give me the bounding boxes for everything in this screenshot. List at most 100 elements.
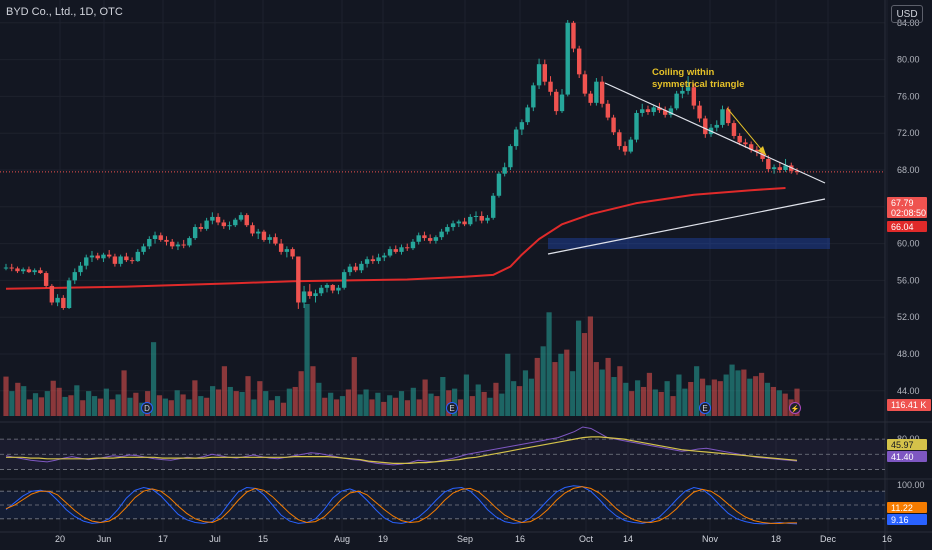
volume-bar	[741, 369, 747, 416]
candle-body	[38, 270, 43, 274]
price-badge: 67.79	[891, 198, 914, 208]
upper-trendline	[604, 82, 826, 184]
candle-body	[284, 249, 290, 252]
currency-button[interactable]: USD	[891, 5, 923, 23]
y-tick-label: 76.00	[897, 91, 920, 101]
volume-bar	[658, 391, 664, 416]
candle-body	[301, 291, 307, 303]
candle-body	[26, 269, 32, 273]
volume-bar	[481, 391, 487, 416]
candle-body	[405, 247, 410, 249]
volume-bar	[469, 396, 475, 416]
candle-body	[731, 123, 737, 136]
candle-body	[748, 144, 754, 150]
volume-bar	[705, 385, 712, 416]
candle-body	[336, 287, 341, 291]
candle-body	[152, 235, 158, 239]
candle-body	[433, 237, 439, 241]
candle-body	[238, 215, 244, 220]
candle-body	[278, 243, 284, 252]
volume-bar	[310, 366, 316, 416]
volume-bar	[440, 377, 446, 416]
volume-bar	[387, 395, 393, 416]
volume-bar	[652, 389, 658, 416]
volume-bar	[711, 379, 717, 416]
candle-body	[227, 225, 232, 227]
volume-bar	[522, 370, 529, 416]
candle-body	[536, 64, 542, 86]
volume-bar	[640, 386, 647, 416]
candle-body	[450, 223, 456, 228]
volume-bar	[97, 398, 104, 416]
candle-body	[244, 215, 249, 226]
volume-bar	[593, 362, 599, 416]
volume-bar	[68, 395, 74, 416]
candle-body	[513, 129, 519, 147]
candle-body	[273, 237, 278, 244]
candle-body	[164, 239, 169, 242]
candle-body	[771, 167, 777, 170]
candle-body	[565, 22, 570, 95]
volume-bar	[239, 391, 245, 416]
volume-bar	[753, 376, 759, 416]
candle-body	[645, 109, 651, 113]
candle-body	[313, 293, 318, 297]
candle-body	[685, 87, 691, 91]
volume-bar	[369, 399, 375, 416]
x-tick-label: 19	[378, 534, 388, 544]
stoch-k-line	[5, 485, 798, 525]
annotation-line-1: Coiling within	[652, 67, 715, 78]
candle-body	[324, 285, 330, 288]
volume-bar	[493, 382, 499, 416]
candle-body	[112, 256, 118, 264]
candle-body	[462, 221, 467, 225]
candle-body	[32, 270, 37, 273]
candle-body	[491, 195, 496, 218]
volume-bar	[516, 386, 523, 416]
volume-bar	[21, 386, 27, 416]
volume-bar	[322, 397, 328, 416]
stoch-tick-label: 100.00	[897, 480, 925, 490]
volume-bar	[245, 376, 251, 416]
annotation-arrow	[726, 107, 767, 156]
candle-body	[496, 173, 502, 196]
candle-body	[353, 266, 358, 271]
volume-bar	[682, 388, 688, 416]
candle-body	[210, 216, 215, 221]
candle-body	[267, 237, 272, 240]
candle-body	[599, 81, 605, 104]
candle-body	[61, 297, 66, 308]
candle-body	[387, 249, 393, 256]
ma-badge-bg	[887, 221, 927, 232]
candle-body	[691, 87, 697, 106]
volume-bar	[38, 397, 45, 416]
candle-body	[473, 216, 479, 217]
volume-bar	[198, 396, 204, 416]
x-tick-label: Jul	[209, 534, 221, 544]
volume-bar	[463, 374, 470, 416]
candle-body	[192, 227, 198, 239]
volume-bar	[381, 401, 387, 416]
candle-body	[49, 285, 55, 303]
volume-bar	[333, 399, 340, 416]
candle-body	[485, 217, 490, 221]
candle-body	[634, 112, 639, 140]
x-tick-label: Aug	[334, 534, 350, 544]
y-tick-label: 68.00	[897, 165, 920, 175]
candle-body	[720, 109, 725, 125]
candle-body	[657, 107, 662, 111]
candle-body	[319, 287, 324, 294]
candle-body	[347, 266, 353, 273]
volume-bar	[487, 397, 493, 416]
volume-bar	[428, 393, 434, 416]
volume-bar	[694, 366, 700, 416]
volume-bar	[587, 316, 593, 416]
candle-body	[582, 74, 588, 94]
volume-bar	[764, 382, 771, 416]
candle-body	[525, 107, 530, 123]
candle-body	[118, 256, 123, 264]
volume-bar	[86, 391, 92, 416]
volume-bar	[546, 312, 552, 416]
lower-trendline	[547, 198, 826, 255]
